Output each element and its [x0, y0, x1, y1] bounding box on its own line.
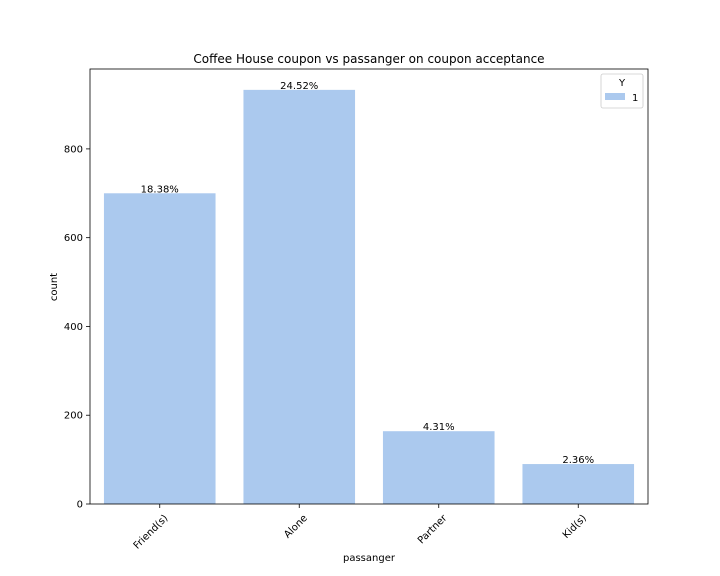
bar-value-label: 18.38%	[141, 184, 179, 195]
y-tick-label: 600	[64, 233, 83, 244]
bar-value-label: 24.52%	[280, 81, 318, 92]
chart-title: Coffee House coupon vs passanger on coup…	[193, 52, 544, 66]
y-axis: 0 200 400 600 800	[64, 144, 90, 511]
bar-partner	[382, 431, 495, 504]
bar-value-label: 4.31%	[423, 422, 455, 433]
x-tick-label: Alone	[282, 513, 310, 541]
plot-frame	[89, 68, 649, 505]
x-tick-label: Kid(s)	[561, 513, 589, 541]
bar-alone	[243, 89, 356, 504]
legend-entry-label: 1	[632, 93, 638, 104]
legend: Y 1	[600, 73, 644, 109]
legend-title: Y	[618, 78, 626, 89]
legend-swatch	[605, 93, 625, 100]
x-tick-label: Friend(s)	[132, 513, 171, 552]
y-tick-label: 0	[77, 500, 83, 511]
x-tick-label: Partner	[416, 512, 450, 546]
y-axis-label: count	[49, 273, 60, 301]
x-axis: Friend(s) Alone Partner Kid(s)	[132, 504, 589, 552]
bar-kid-s	[522, 464, 635, 504]
bar-labels-group: 18.38% 24.52% 4.31% 2.36%	[141, 81, 594, 466]
x-axis-label: passanger	[343, 553, 396, 564]
y-tick-label: 800	[64, 144, 83, 155]
y-tick-label: 400	[64, 322, 83, 333]
bar-friend-s	[103, 193, 216, 505]
bar-value-label: 2.36%	[562, 455, 594, 466]
y-tick-label: 200	[64, 411, 83, 422]
bars-group	[103, 89, 635, 505]
